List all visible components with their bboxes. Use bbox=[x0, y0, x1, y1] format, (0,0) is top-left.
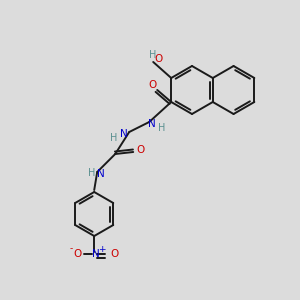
Text: -: - bbox=[70, 244, 73, 253]
Text: N: N bbox=[97, 169, 105, 179]
Text: O: O bbox=[73, 249, 81, 259]
Text: H: H bbox=[148, 50, 156, 60]
Text: +: + bbox=[98, 245, 106, 254]
Text: N: N bbox=[120, 129, 128, 139]
Text: O: O bbox=[136, 145, 144, 155]
Text: H: H bbox=[158, 123, 165, 133]
Text: O: O bbox=[154, 54, 162, 64]
Text: N: N bbox=[148, 119, 156, 129]
Text: O: O bbox=[110, 249, 118, 259]
Text: N: N bbox=[92, 249, 100, 259]
Text: H: H bbox=[88, 168, 95, 178]
Text: H: H bbox=[110, 133, 117, 143]
Text: O: O bbox=[148, 80, 156, 90]
